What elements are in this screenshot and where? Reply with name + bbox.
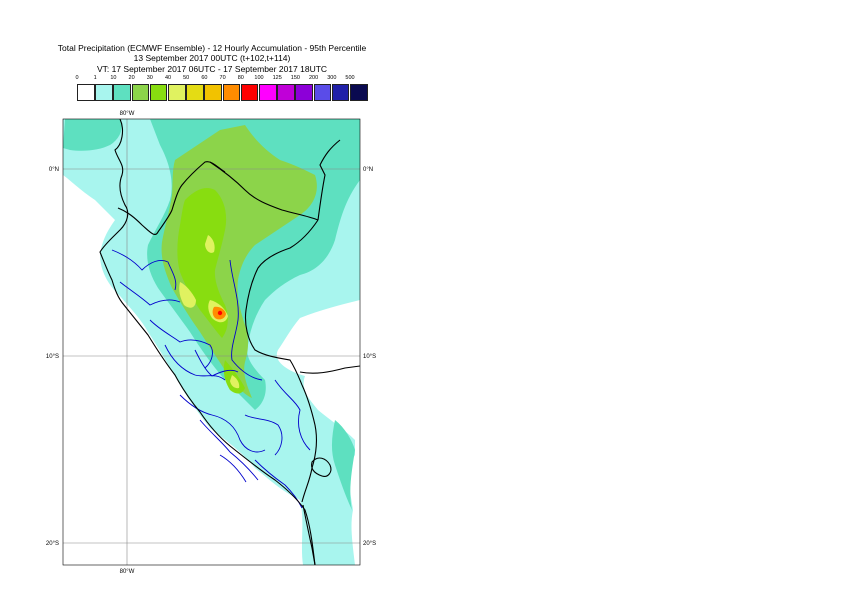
precip-area-medium-south: [331, 420, 355, 510]
region-borders: [111, 249, 311, 509]
legend-color-swatch: [113, 84, 131, 101]
lat-label-left-10s: 10°S: [46, 354, 59, 360]
legend-threshold-label: 40: [164, 75, 172, 81]
legend-color-swatch: [204, 84, 222, 101]
precip-area-bright-green: [177, 188, 228, 338]
lake-titicaca: [311, 457, 332, 477]
legend-threshold-label: 125: [272, 75, 282, 81]
legend-threshold-label: 70: [219, 75, 226, 81]
legend-color-swatch: [240, 84, 259, 101]
colombia-brazil-border: [317, 139, 341, 221]
region-border-south: [179, 394, 266, 453]
precip-area-yellow-4: [230, 375, 240, 389]
legend-threshold-label: 80: [237, 75, 244, 81]
brazil-bolivia-border: [299, 365, 360, 374]
map-subtitle-valid-time: VT: 17 September 2017 06UTC - 17 Septemb…: [96, 64, 328, 74]
region-border-east: [229, 259, 263, 381]
legend-color-swatch: [168, 84, 186, 101]
legend-threshold-label: 50: [183, 75, 190, 81]
legend-color-swatch: [331, 84, 350, 101]
legend-color-swatch: [186, 84, 204, 101]
precip-area-yellow-1: [179, 282, 196, 308]
precip-area-light-south: [310, 470, 345, 565]
precipitation-field: [63, 119, 360, 565]
precip-area-red: [217, 310, 223, 316]
legend-color-swatch: [131, 84, 150, 101]
map-subtitle-run: 13 September 2017 00UTC (t+102,t+114): [133, 53, 291, 63]
chile-bolivia-border: [302, 504, 316, 565]
legend-color-swatch: [95, 84, 113, 101]
lon-label-bottom: 80°W: [120, 569, 135, 575]
peru-colombia-border: [209, 161, 319, 221]
legend-threshold-label: 150: [290, 75, 300, 81]
lat-label-right-0n: 0°N: [363, 167, 373, 173]
legend-color-swatch: [77, 84, 95, 101]
region-border-inner: [194, 349, 239, 377]
legend-threshold-label: 100: [254, 75, 264, 81]
region-border-south-3: [244, 414, 283, 456]
legend-color-swatch: [259, 84, 277, 101]
region-border-south-4: [274, 379, 311, 451]
legend-color-swatch: [295, 84, 313, 101]
lat-label-left-0n: 0°N: [49, 167, 59, 173]
legend-threshold-label: 300: [327, 75, 337, 81]
legend-color-swatch: [149, 84, 168, 101]
legend-threshold-label: 500: [345, 75, 355, 81]
lat-label-right-20s: 20°S: [363, 541, 376, 547]
region-border-south-2: [199, 419, 259, 481]
lat-label-right-10s: 10°S: [363, 354, 376, 360]
country-borders: [99, 119, 360, 565]
region-border-north-2: [119, 281, 181, 306]
map-frame: [62, 118, 361, 566]
legend-color-swatch: [277, 84, 295, 101]
legend-threshold-label: 30: [146, 75, 153, 81]
precip-area-yellow-2: [205, 235, 215, 253]
region-border-south-6: [219, 454, 247, 483]
peru-bolivia-border: [301, 384, 317, 503]
graticule: [63, 119, 360, 565]
legend-threshold-label: 10: [110, 75, 117, 81]
peru-brazil-border: [244, 219, 319, 386]
region-border-north: [111, 249, 177, 291]
legend-color-swatch: [350, 84, 368, 101]
lon-label-top: 80°W: [120, 111, 135, 117]
coastline: [99, 119, 316, 565]
region-border-central: [149, 319, 213, 369]
precip-area-medium-west: [63, 119, 122, 151]
legend-threshold-label: 200: [309, 75, 319, 81]
region-border-central-2: [164, 344, 226, 381]
legend-color-swatch: [313, 84, 332, 101]
legend-threshold-label: 0: [75, 75, 79, 81]
legend-color-swatch: [222, 84, 241, 101]
legend-threshold-label: 1: [93, 75, 97, 81]
ecuador-peru-border: [117, 161, 226, 235]
legend-threshold-label: 20: [128, 75, 135, 81]
legend-threshold-label: 60: [201, 75, 208, 81]
map-title: Total Precipitation (ECMWF Ensemble) - 1…: [57, 43, 367, 53]
lat-label-left-20s: 20°S: [46, 541, 59, 547]
